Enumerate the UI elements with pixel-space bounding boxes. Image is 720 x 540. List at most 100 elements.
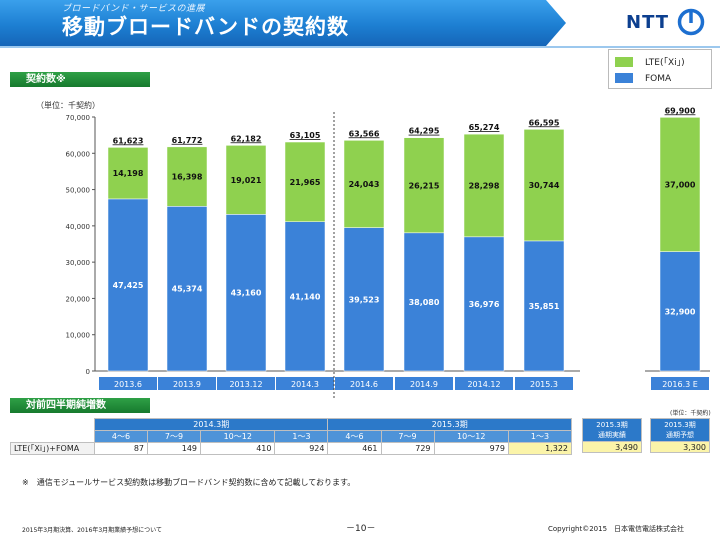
category-label-box — [217, 377, 275, 390]
data-label-foma: 35,851 — [529, 302, 560, 311]
bar-lte — [284, 141, 326, 222]
category-label: 2013.12 — [229, 380, 262, 389]
bar-foma — [225, 214, 267, 372]
header-divider — [0, 46, 720, 48]
category-label-box — [651, 377, 709, 390]
category-label-box — [99, 377, 157, 390]
table-header-quarter: 10～12 — [433, 430, 509, 443]
legend-swatch-lte — [615, 57, 633, 67]
ntt-logo-text: NTT — [626, 12, 670, 33]
data-label-lte: 21,965 — [290, 178, 321, 187]
table-header-quarter: 7～9 — [147, 430, 202, 443]
data-label-total: 63,105 — [290, 131, 321, 140]
data-label-foma: 43,160 — [231, 289, 262, 298]
annual-forecast-table: 2015.3期 通期予想 3,300 — [650, 418, 710, 453]
category-label: 2013.6 — [114, 380, 142, 389]
bar-lte — [523, 129, 565, 242]
data-label-lte: 30,744 — [529, 181, 560, 190]
bar-lte — [463, 133, 505, 238]
annual-actual-header-row: 2015.3期 通期実績 — [582, 418, 642, 442]
y-tick-label: 70,000 — [66, 114, 91, 122]
data-label-foma: 47,425 — [113, 281, 144, 290]
category-label-box — [158, 377, 216, 390]
data-label-lte: 26,215 — [409, 181, 440, 190]
data-label-total: 65,274 — [469, 123, 500, 132]
unit-label: （単位：千契約） — [36, 101, 100, 110]
header: ブロードバンド・サービスの進展 移動ブロードバンドの契約数 NTT — [0, 0, 720, 48]
annual-actual-row: 3,490 — [582, 441, 642, 453]
table-header-2014: 2014.3期 — [93, 418, 329, 431]
data-label-lte: 24,043 — [349, 180, 380, 189]
annual-forecast-row: 3,300 — [650, 441, 710, 453]
annual-actual-header: 2015.3期 通期実績 — [582, 418, 642, 442]
table-cell: 461 — [327, 442, 382, 455]
section-label-subscriptions: 契約数※ — [10, 72, 150, 87]
category-label-box — [395, 377, 453, 390]
table-header-quarter: 10～12 — [200, 430, 276, 443]
data-label-lte: 19,021 — [231, 176, 262, 185]
y-tick-label: 0 — [86, 368, 90, 376]
table-row: LTE(「Xi」)+FOMA 87 149 410 924 461 729 97… — [10, 442, 573, 455]
ntt-logo-icon — [677, 8, 705, 36]
annual-forecast-header-row: 2015.3期 通期予想 — [650, 418, 710, 442]
table-cell: 410 — [200, 442, 276, 455]
table-cell: 979 — [433, 442, 509, 455]
table-unit-note: (単位：千契約) — [670, 410, 711, 417]
category-label: 2014.6 — [350, 380, 378, 389]
table-cell: 87 — [93, 442, 149, 455]
data-label-foma: 39,523 — [349, 295, 380, 304]
data-label-foma: 38,080 — [409, 298, 440, 307]
table-cell: 149 — [147, 442, 202, 455]
table-cell-highlight: 1,322 — [507, 442, 573, 455]
table-header-quarter: 7～9 — [380, 430, 435, 443]
table-header-quarter: 1～3 — [274, 430, 329, 443]
table-header-quarter: 4～6 — [327, 430, 382, 443]
table-header-quarter: 4～6 — [93, 430, 149, 443]
legend-swatch-foma — [615, 73, 633, 83]
category-label-box — [455, 377, 513, 390]
data-label-total: 61,623 — [113, 136, 144, 145]
annual-actual-table: 2015.3期 通期実績 3,490 — [582, 418, 642, 453]
table-header-row-quarters: 4～6 7～9 10～12 1～3 4～6 7～9 10～12 1～3 — [11, 430, 573, 443]
bar-lte — [166, 146, 208, 207]
table-empty-corner-2 — [11, 431, 95, 443]
annual-forecast-value: 3,300 — [650, 441, 710, 453]
table-cell: 924 — [274, 442, 329, 455]
bar-foma — [523, 240, 565, 372]
data-label-lte: 14,198 — [113, 169, 144, 178]
y-tick-label: 40,000 — [66, 223, 91, 231]
bar-lte — [403, 137, 445, 234]
table-header-row-periods: 2014.3期 2015.3期 — [11, 418, 572, 431]
copyright: Copyright©2015 日本電信電話株式会社 — [548, 525, 685, 533]
category-label: 2015.3 — [530, 380, 558, 389]
table-cell: 729 — [380, 442, 435, 455]
data-label-lte: 37,000 — [665, 180, 696, 189]
page-subtitle: ブロードバンド・サービスの進展 — [62, 4, 205, 14]
data-label-lte: 28,298 — [469, 181, 500, 190]
data-label-foma: 32,900 — [665, 307, 696, 316]
y-tick-label: 50,000 — [66, 187, 91, 195]
stacked-bar-chart: 0 10,000 20,000 30,000 40,000 50,000 60,000 70,… — [66, 106, 710, 400]
bar-foma — [284, 221, 326, 372]
bar-lte — [659, 117, 701, 252]
table-header-quarter: 1～3 — [507, 430, 573, 443]
table-header-2015: 2015.3期 — [327, 418, 572, 431]
section-label-net-additions: 対前四半期純増数 — [10, 398, 150, 413]
data-label-lte: 16,398 — [172, 173, 203, 182]
bar-foma — [463, 236, 505, 372]
data-label-foma: 45,374 — [172, 285, 203, 294]
bar-foma — [107, 198, 149, 372]
table-empty-corner — [11, 419, 95, 431]
category-label: 2016.3 E — [662, 380, 698, 389]
footer-left: 2015年3月期決算、2016年3月期業績予想について — [22, 527, 162, 534]
chart-legend: LTE(「Xi」) FOMA — [608, 49, 712, 89]
category-label: 2013.9 — [173, 380, 201, 389]
data-label-total: 66,595 — [529, 118, 560, 127]
category-label: 2014.9 — [410, 380, 438, 389]
legend-label-lte: LTE(「Xi」) — [645, 58, 685, 68]
category-label: 2014.12 — [467, 380, 500, 389]
title-banner — [0, 0, 566, 46]
category-label-box — [335, 377, 393, 390]
legend-label-foma: FOMA — [645, 74, 672, 84]
table-row-label: LTE(「Xi」)+FOMA — [10, 442, 95, 455]
